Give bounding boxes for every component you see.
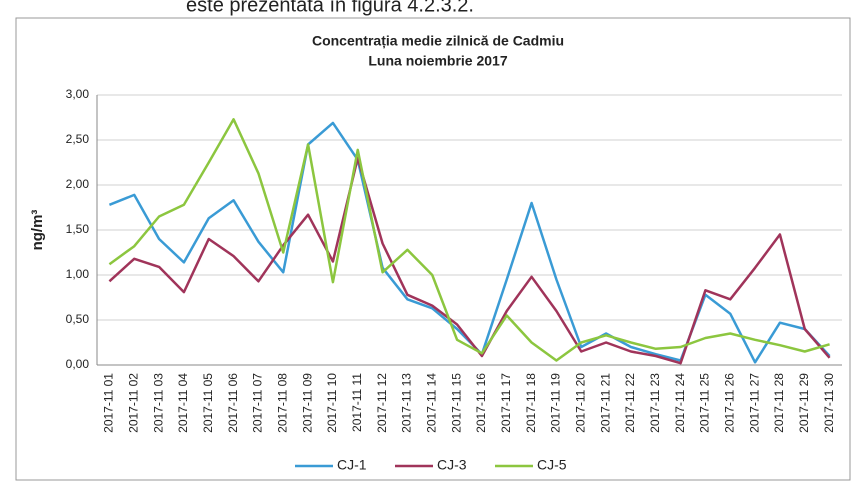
x-tick-label: 2017-11 15: [449, 373, 463, 433]
x-tick-label: 2017-11 17: [499, 373, 513, 433]
x-tick-label: 2017-11 18: [524, 373, 538, 433]
x-tick-label: 2017-11 09: [300, 373, 314, 433]
x-tick-label: 2017-11 25: [698, 373, 712, 433]
x-tick-label: 2017-11 23: [648, 373, 662, 433]
y-tick-label: 0,50: [66, 312, 90, 326]
x-tick-label: 2017-11 01: [102, 373, 116, 433]
x-tick-label: 2017-11 10: [325, 373, 339, 433]
x-tick-label: 2017-11 11: [350, 373, 364, 432]
x-tick-label: 2017-11 14: [424, 373, 438, 433]
x-tick-label: 2017-11 08: [275, 373, 289, 433]
x-tick-label: 2017-11 28: [772, 373, 786, 433]
x-tick-label: 2017-11 22: [623, 373, 637, 433]
chart-border: [15, 17, 851, 481]
x-tick-label: 2017-11 19: [549, 373, 563, 433]
x-tick-label: 2017-11 05: [201, 373, 215, 433]
legend-label: CJ-5: [537, 457, 567, 473]
x-tick-label: 2017-11 27: [747, 373, 761, 433]
x-tick-label: 2017-11 13: [400, 373, 414, 433]
x-tick-label: 2017-11 30: [822, 373, 836, 433]
series-line: [108, 118, 830, 362]
caption: este prezentată în figura 4.2.3.2.: [186, 0, 474, 16]
y-axis-label: ng/m³: [29, 210, 46, 251]
x-tick-label: 2017-11 06: [226, 373, 240, 433]
x-tick-label: 2017-11 21: [598, 373, 612, 433]
x-tick-label: 2017-11 26: [722, 373, 736, 433]
x-tick-label: 2017-11 12: [375, 373, 389, 433]
x-tick-label: 2017-11 02: [126, 373, 140, 433]
y-tick-label: 1,00: [66, 267, 90, 281]
x-tick-label: 2017-11 29: [797, 373, 811, 433]
x-tick-label: 2017-11 04: [176, 373, 190, 433]
x-tick-label: 2017-11 24: [673, 373, 687, 433]
legend-label: CJ-3: [437, 457, 467, 473]
y-tick-label: 2,00: [66, 177, 90, 191]
series-line: [108, 121, 831, 364]
chart-subtitle: Luna noiembrie 2017: [368, 53, 507, 69]
series-line: [108, 156, 831, 365]
x-tick-label: 2017-11 16: [474, 373, 488, 433]
y-tick-label: 3,00: [66, 87, 90, 101]
y-tick-label: 2,50: [66, 132, 90, 146]
legend-label: CJ-1: [337, 457, 367, 473]
x-tick-label: 2017-11 20: [573, 373, 587, 433]
chart-title: Concentrația medie zilnică de Cadmiu: [312, 33, 564, 49]
x-tick-label: 2017-11 07: [251, 373, 265, 433]
y-tick-label: 0,00: [66, 357, 90, 371]
y-tick-label: 1,50: [66, 222, 90, 236]
x-tick-label: 2017-11 03: [151, 373, 165, 433]
